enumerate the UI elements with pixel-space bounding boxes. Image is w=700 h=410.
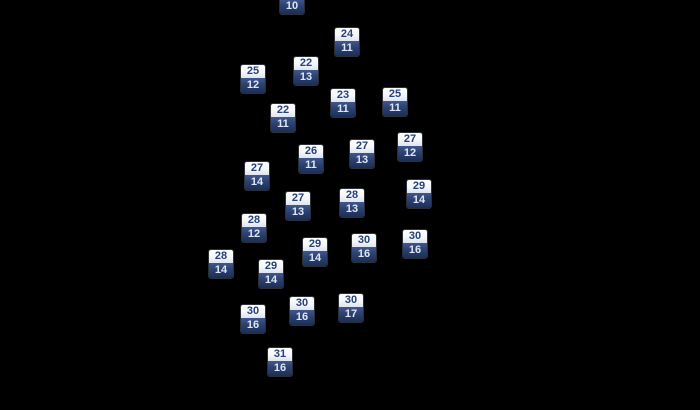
temp-marker[interactable]: 25 12: [241, 65, 265, 93]
temp-marker[interactable]: 28 13: [340, 189, 364, 217]
low-temp: 14: [245, 175, 269, 190]
temp-marker[interactable]: 23 11: [331, 89, 355, 117]
low-temp: 16: [290, 310, 314, 325]
temp-marker[interactable]: 27 13: [286, 192, 310, 220]
high-temp: 27: [398, 133, 422, 146]
low-temp: 16: [352, 247, 376, 262]
high-temp: 30: [339, 294, 363, 307]
temp-marker[interactable]: 28 14: [209, 250, 233, 278]
temp-marker[interactable]: 29 14: [407, 180, 431, 208]
low-temp: 11: [335, 41, 359, 56]
high-temp: 22: [294, 57, 318, 70]
temp-marker[interactable]: 22 11: [271, 104, 295, 132]
low-temp: 16: [403, 243, 427, 258]
temp-marker[interactable]: 30 16: [290, 297, 314, 325]
low-temp: 11: [299, 158, 323, 173]
low-temp: 14: [209, 263, 233, 278]
low-temp: 14: [407, 193, 431, 208]
temp-marker[interactable]: 10: [280, 0, 304, 14]
low-temp: 11: [331, 102, 355, 117]
low-temp: 13: [286, 205, 310, 220]
low-temp: 10: [280, 0, 304, 14]
temp-marker[interactable]: 27 12: [398, 133, 422, 161]
high-temp: 29: [407, 180, 431, 193]
high-temp: 29: [303, 238, 327, 251]
high-temp: 27: [245, 162, 269, 175]
temp-marker[interactable]: 28 12: [242, 214, 266, 242]
temp-marker[interactable]: 29 14: [259, 260, 283, 288]
temp-marker[interactable]: 30 17: [339, 294, 363, 322]
low-temp: 12: [398, 146, 422, 161]
temp-marker[interactable]: 25 11: [383, 88, 407, 116]
high-temp: 28: [209, 250, 233, 263]
temp-marker[interactable]: 27 13: [350, 140, 374, 168]
high-temp: 30: [241, 305, 265, 318]
temp-marker[interactable]: 30 16: [403, 230, 427, 258]
low-temp: 13: [294, 70, 318, 85]
high-temp: 25: [241, 65, 265, 78]
temp-marker[interactable]: 26 11: [299, 145, 323, 173]
high-temp: 22: [271, 104, 295, 117]
low-temp: 13: [350, 153, 374, 168]
low-temp: 17: [339, 307, 363, 322]
temp-marker[interactable]: 22 13: [294, 57, 318, 85]
temp-marker[interactable]: 24 11: [335, 28, 359, 56]
high-temp: 26: [299, 145, 323, 158]
high-temp: 30: [352, 234, 376, 247]
high-temp: 28: [340, 189, 364, 202]
low-temp: 11: [271, 117, 295, 132]
temp-marker[interactable]: 27 14: [245, 162, 269, 190]
low-temp: 16: [241, 318, 265, 333]
low-temp: 13: [340, 202, 364, 217]
high-temp: 25: [383, 88, 407, 101]
low-temp: 12: [241, 78, 265, 93]
low-temp: 12: [242, 227, 266, 242]
temp-marker[interactable]: 31 16: [268, 348, 292, 376]
high-temp: 29: [259, 260, 283, 273]
low-temp: 11: [383, 101, 407, 116]
temp-marker[interactable]: 30 16: [352, 234, 376, 262]
high-temp: 27: [350, 140, 374, 153]
high-temp: 30: [403, 230, 427, 243]
low-temp: 16: [268, 361, 292, 376]
temp-marker[interactable]: 29 14: [303, 238, 327, 266]
high-temp: 23: [331, 89, 355, 102]
high-temp: 27: [286, 192, 310, 205]
temp-marker[interactable]: 30 16: [241, 305, 265, 333]
high-temp: 30: [290, 297, 314, 310]
low-temp: 14: [259, 273, 283, 288]
high-temp: 24: [335, 28, 359, 41]
high-temp: 28: [242, 214, 266, 227]
low-temp: 14: [303, 251, 327, 266]
high-temp: 31: [268, 348, 292, 361]
